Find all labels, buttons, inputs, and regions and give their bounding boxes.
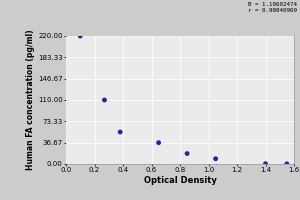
Point [156,141,161,144]
Point [263,162,268,165]
Point [185,152,190,155]
X-axis label: Optical Density: Optical Density [144,176,216,185]
Text: B = 1.10602474
r = 0.99840969: B = 1.10602474 r = 0.99840969 [248,2,297,13]
Point [284,162,289,165]
Point [102,98,107,102]
Point [78,34,83,38]
Point [118,130,123,134]
Y-axis label: Human FA concentration (pg/ml): Human FA concentration (pg/ml) [26,30,35,170]
Point [213,157,218,160]
